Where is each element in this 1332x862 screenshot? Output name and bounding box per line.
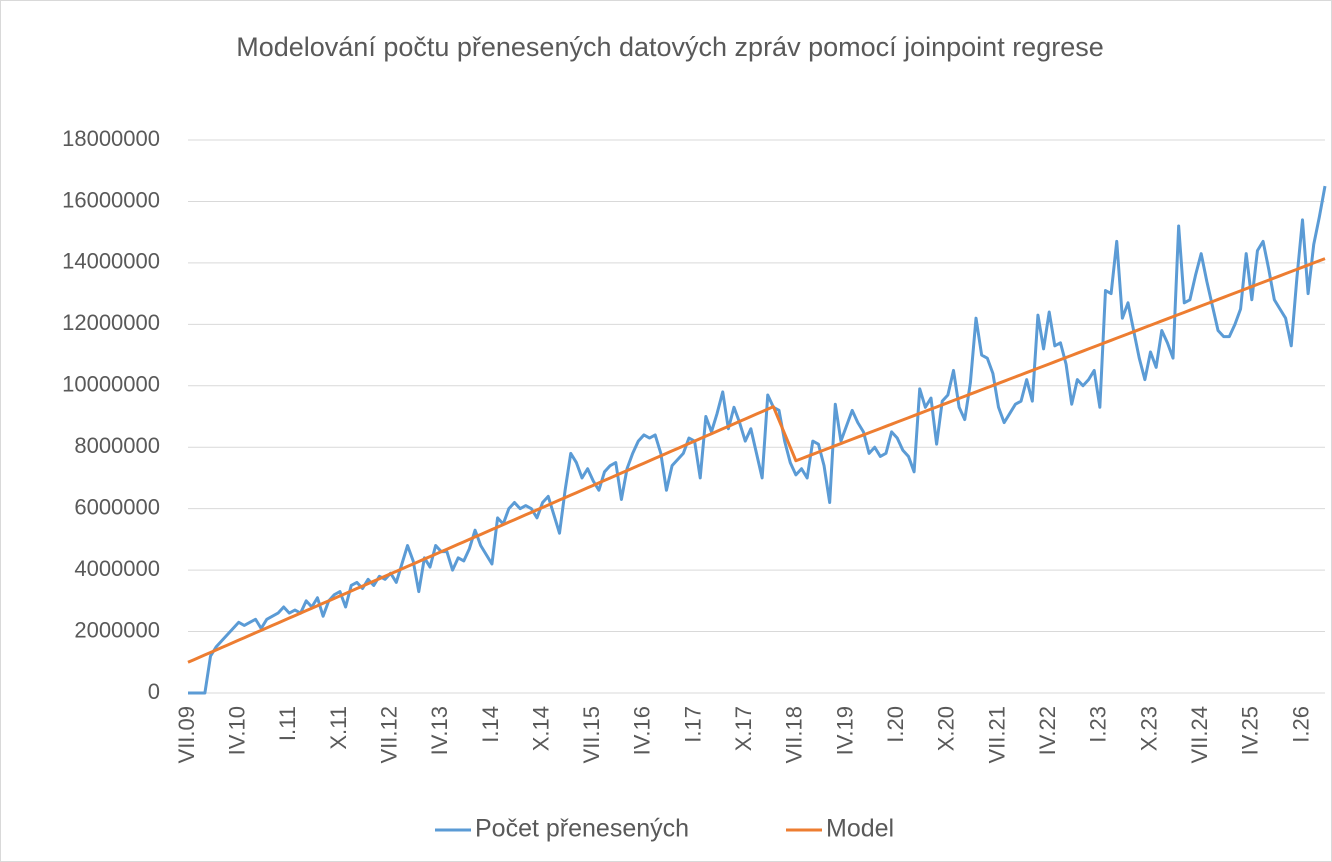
x-tick-label: IV.16: [630, 706, 655, 755]
x-tick-label: IV.13: [427, 706, 452, 755]
x-tick-label: IV.10: [224, 706, 249, 755]
x-tick-label: VII.15: [579, 706, 604, 763]
chart-title: Modelování počtu přenesených datových zp…: [236, 32, 1104, 62]
x-tick-label: IV.25: [1238, 706, 1263, 755]
x-tick-label: I.26: [1288, 706, 1313, 743]
x-tick-label: IV.19: [832, 706, 857, 755]
y-tick-label: 2000000: [74, 617, 160, 642]
y-tick-label: 8000000: [74, 433, 160, 458]
x-tick-label: IV.22: [1035, 706, 1060, 755]
x-tick-label: X.17: [731, 706, 756, 751]
x-tick-label: I.14: [478, 706, 503, 743]
x-tick-label: X.23: [1136, 706, 1161, 751]
y-tick-label: 12000000: [62, 310, 160, 335]
y-tick-label: 0: [148, 679, 160, 704]
x-tick-label: X.11: [326, 706, 351, 750]
x-tick-label: I.11: [275, 706, 300, 741]
x-tick-label: I.17: [680, 706, 705, 743]
series-line: [187, 257, 1326, 664]
x-tick-label: I.20: [883, 706, 908, 743]
x-tick-label: X.20: [934, 706, 959, 751]
x-tick-label: VII.12: [376, 706, 401, 763]
y-tick-label: 16000000: [62, 187, 160, 212]
x-tick-label: VII.21: [984, 706, 1009, 763]
x-tick-label: X.14: [528, 706, 553, 751]
x-tick-label: VII.09: [174, 706, 199, 763]
legend-label: Počet přenesených: [475, 815, 689, 843]
x-tick-label: I.23: [1086, 706, 1111, 743]
y-tick-label: 18000000: [62, 126, 160, 151]
y-tick-label: 6000000: [74, 494, 160, 519]
y-tick-label: 14000000: [62, 249, 160, 274]
legend-label: Model: [826, 815, 894, 843]
x-tick-label: VII.18: [782, 706, 807, 763]
y-tick-label: 10000000: [62, 372, 160, 397]
x-tick-label: VII.24: [1187, 706, 1212, 763]
y-tick-label: 4000000: [74, 556, 160, 581]
